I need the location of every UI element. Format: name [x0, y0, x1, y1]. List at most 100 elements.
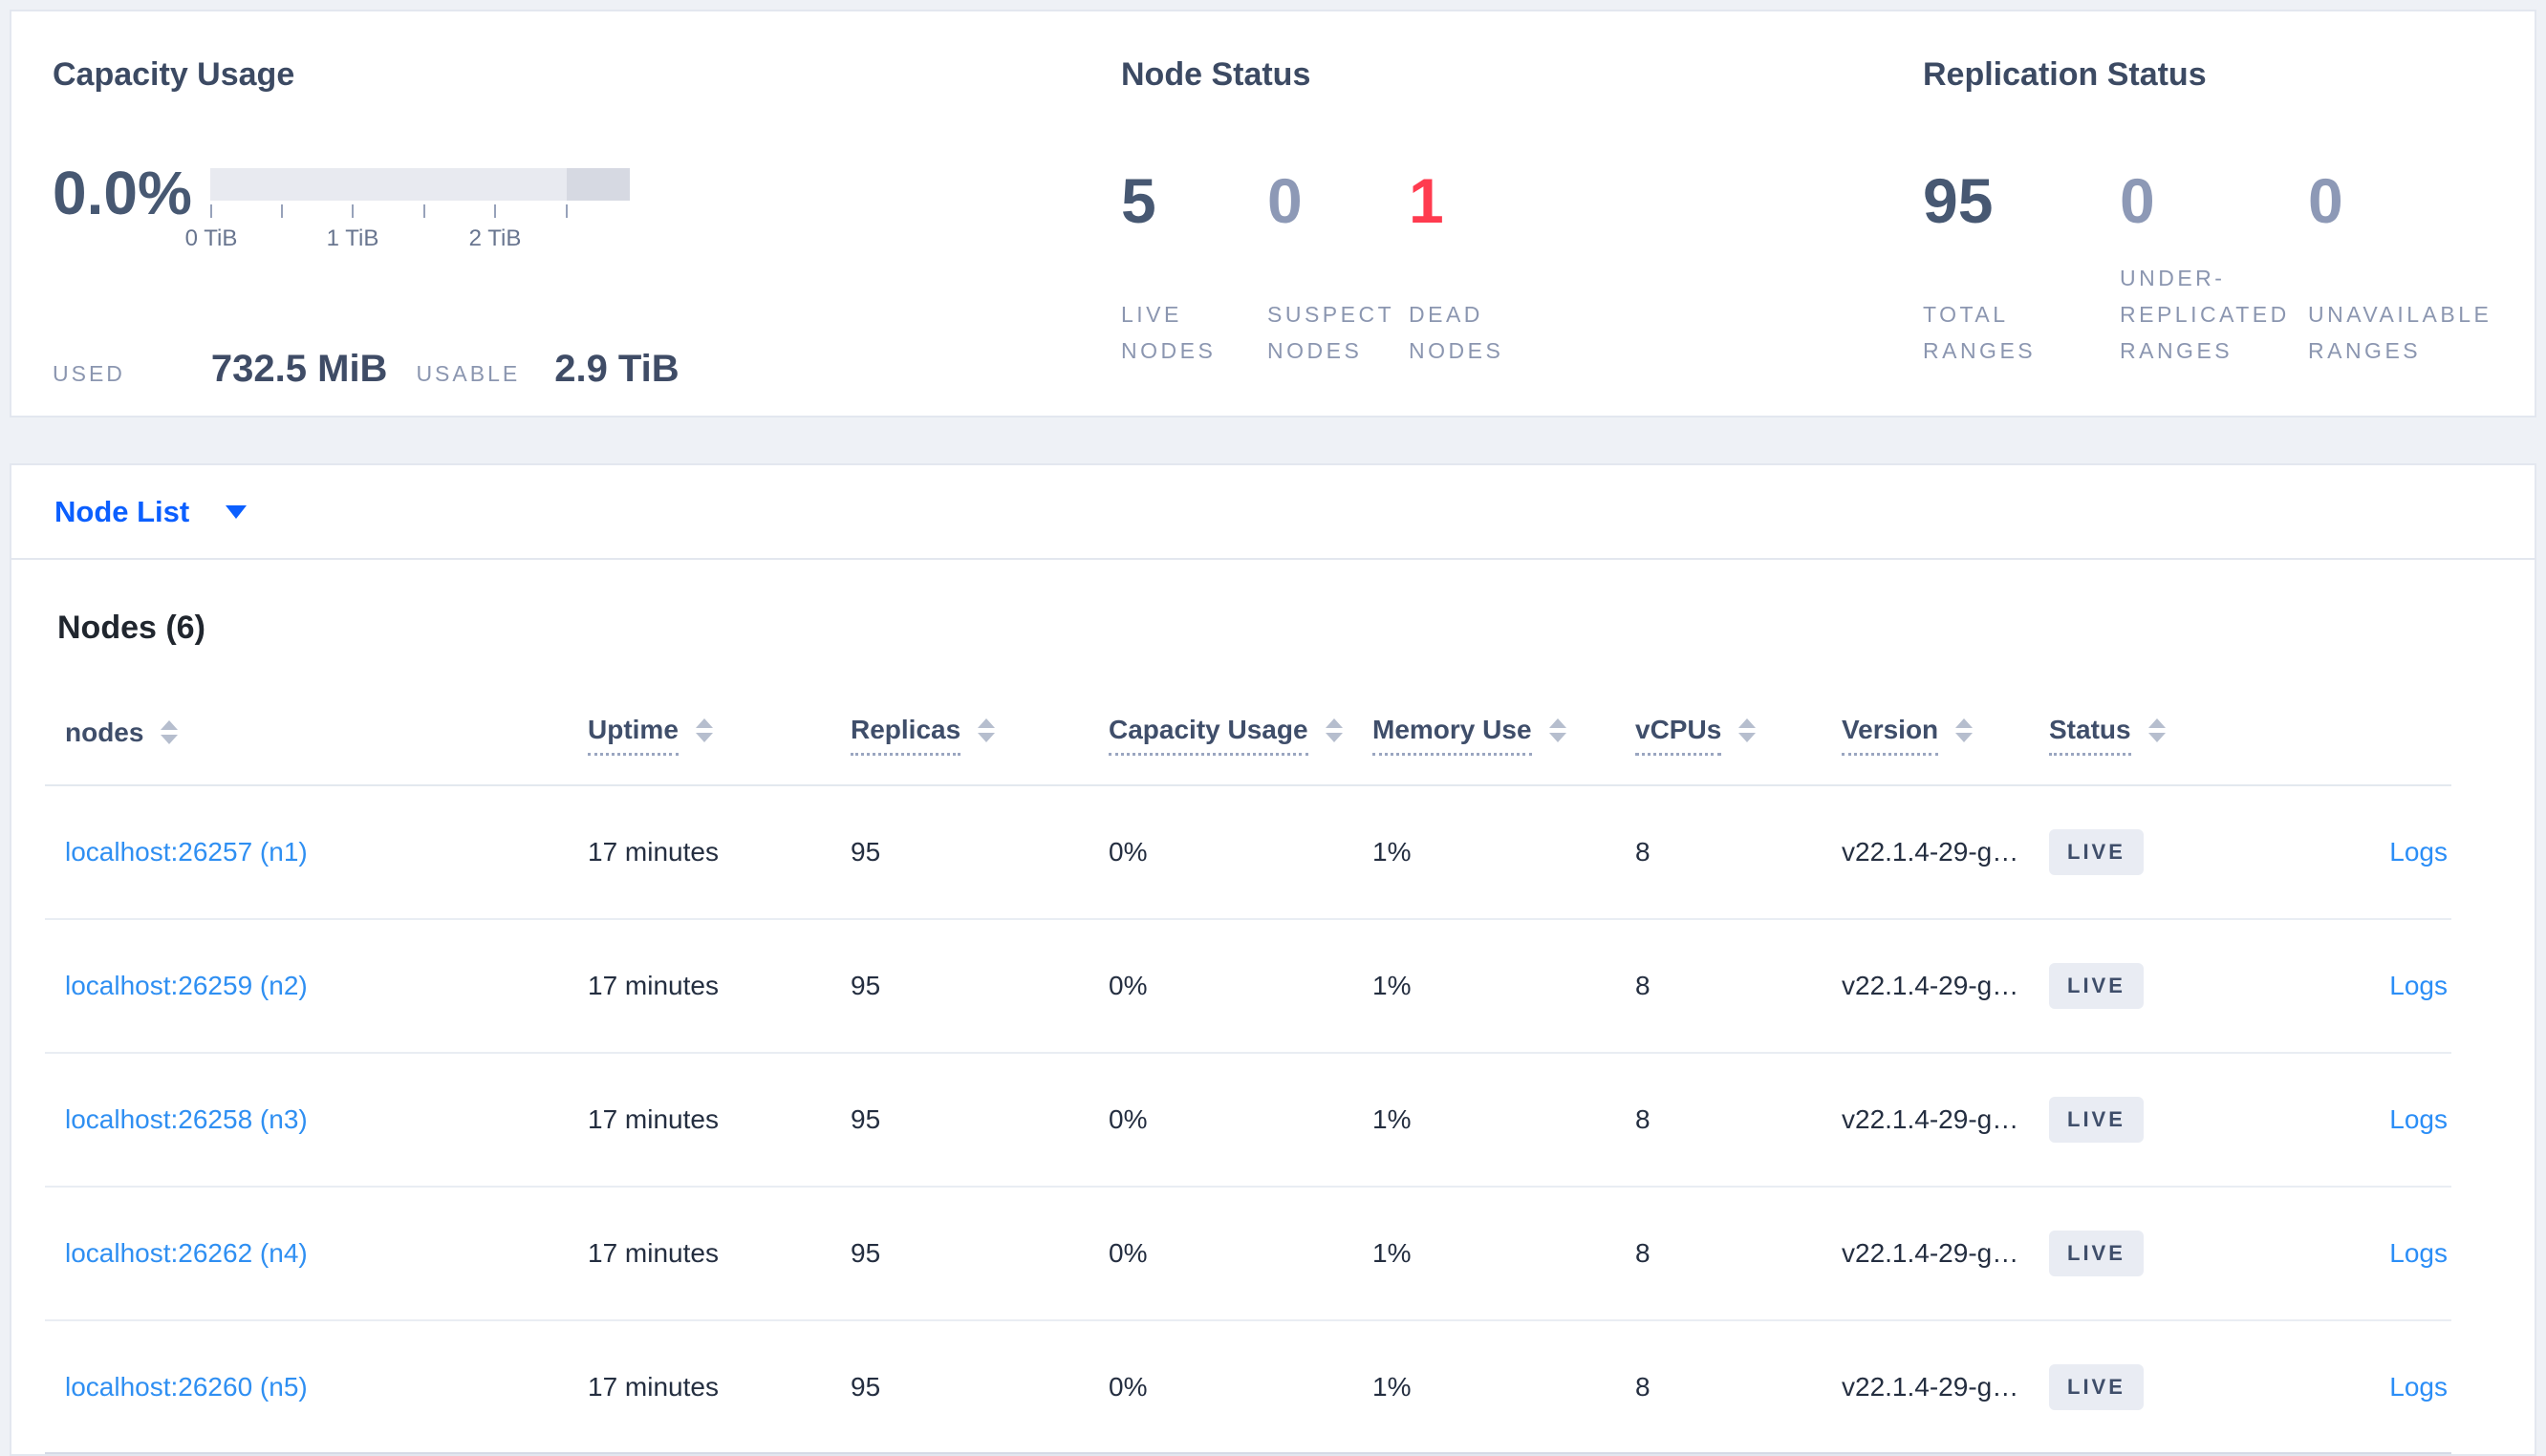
usable-value: 2.9 TiB [554, 348, 680, 390]
column-header-label: Version [1842, 715, 1939, 756]
suspect-nodes-value: 0 [1267, 165, 1303, 236]
node-status-title: Node Status [1121, 56, 1311, 93]
used-value: 732.5 MiB [210, 348, 388, 390]
memory-use-cell: 1% [1372, 1104, 1412, 1134]
sort-icon [1325, 718, 1343, 742]
status-badge: LIVE [2049, 1097, 2144, 1143]
node-address-link[interactable]: localhost:26262 (n4) [65, 1238, 308, 1268]
column-header-uptime[interactable]: Uptime [588, 715, 851, 756]
uptime-cell: 17 minutes [588, 837, 719, 867]
table-row: localhost:26257 (n1) 17 minutes 95 0% 1%… [45, 786, 2451, 920]
column-header-vcpus[interactable]: vCPUs [1635, 715, 1842, 756]
vcpus-cell: 8 [1635, 837, 1651, 867]
column-header-label: Status [2049, 715, 2131, 756]
capacity-usage-section: Capacity Usage 0.0% [11, 11, 1080, 416]
table-row: localhost:26259 (n2) 17 minutes 95 0% 1%… [45, 920, 2451, 1054]
capacity-axis-ticks [210, 203, 630, 220]
vcpus-cell: 8 [1635, 971, 1651, 1000]
memory-use-cell: 1% [1372, 1238, 1412, 1268]
version-cell: v22.1.4-29-g… [1842, 971, 2019, 1000]
sort-icon [1738, 718, 1757, 742]
capacity-bar [210, 168, 630, 201]
chevron-down-icon [226, 504, 248, 519]
replication-stats: 95 TOTAL RANGES 0 UNDER- REPLICATED RANG… [1923, 168, 2535, 369]
capacity-usage-cell: 0% [1109, 1104, 1148, 1134]
nodes-table-header: nodes Uptime Replicas Capacity Usage Mem… [45, 648, 2451, 786]
logs-link[interactable]: Logs [2389, 837, 2448, 867]
version-cell: v22.1.4-29-g… [1842, 837, 2019, 867]
column-header-status[interactable]: Status [2049, 715, 2275, 756]
status-badge: LIVE [2049, 829, 2144, 875]
total-ranges-label: TOTAL RANGES [1923, 302, 2037, 363]
logs-link[interactable]: Logs [2389, 1371, 2448, 1402]
table-row: localhost:26260 (n5) 17 minutes 95 0% 1%… [45, 1321, 2451, 1454]
dead-nodes-label: DEAD NODES [1409, 302, 1504, 363]
replicas-cell: 95 [851, 1238, 881, 1268]
uptime-cell: 17 minutes [588, 1238, 719, 1268]
node-address-link[interactable]: localhost:26257 (n1) [65, 837, 308, 867]
dead-nodes-value: 1 [1409, 165, 1444, 236]
replicas-cell: 95 [851, 1371, 881, 1402]
capacity-bar-nonusable-segment [567, 168, 630, 201]
under-replicated-ranges-stat: 0 UNDER- REPLICATED RANGES [2120, 168, 2308, 369]
memory-use-cell: 1% [1372, 1371, 1412, 1402]
column-header-label: Capacity Usage [1109, 715, 1308, 756]
capacity-usage-cell: 0% [1109, 837, 1148, 867]
vcpus-cell: 8 [1635, 1104, 1651, 1134]
usable-label: USABLE [416, 361, 521, 386]
column-header-version[interactable]: Version [1842, 715, 2049, 756]
capacity-axis-labels: 0 TiB 1 TiB 2 TiB [185, 225, 630, 254]
version-cell: v22.1.4-29-g… [1842, 1371, 2019, 1402]
axis-tick [566, 204, 568, 218]
live-nodes-stat: 5 LIVE NODES [1121, 168, 1267, 369]
column-header-label: Replicas [851, 715, 961, 756]
node-status-section: Node Status 5 LIVE NODES 0 SUSPECT NODES… [1080, 11, 1882, 416]
nodes-table-body: localhost:26257 (n1) 17 minutes 95 0% 1%… [45, 786, 2451, 1454]
sort-icon [695, 718, 713, 742]
column-header-label: Memory Use [1372, 715, 1532, 756]
nodes-heading: Nodes (6) [57, 610, 205, 646]
under-replicated-ranges-value: 0 [2120, 165, 2155, 236]
axis-tick [352, 204, 354, 218]
logs-link[interactable]: Logs [2389, 1238, 2448, 1268]
unavailable-ranges-label: UNAVAILABLE RANGES [2308, 302, 2492, 363]
uptime-cell: 17 minutes [588, 1104, 719, 1134]
axis-tick [494, 204, 496, 218]
nodes-panel: Nodes (6) nodes Uptime Replicas Capacity… [10, 558, 2536, 1456]
node-address-link[interactable]: localhost:26258 (n3) [65, 1104, 308, 1134]
status-badge: LIVE [2049, 1363, 2144, 1410]
column-header-capacity-usage[interactable]: Capacity Usage [1109, 715, 1372, 756]
sort-icon [161, 719, 179, 744]
capacity-usage-cell: 0% [1109, 971, 1148, 1000]
dead-nodes-stat: 1 DEAD NODES [1409, 168, 1503, 369]
axis-label-2: 2 TiB [468, 225, 522, 251]
live-nodes-label: LIVE NODES [1121, 302, 1217, 363]
sort-icon [1955, 718, 1974, 742]
memory-use-cell: 1% [1372, 837, 1412, 867]
column-header-label: Uptime [588, 715, 679, 756]
column-header-label: nodes [65, 717, 144, 747]
cluster-summary-panel: Capacity Usage 0.0% [10, 10, 2536, 418]
logs-link[interactable]: Logs [2389, 971, 2448, 1000]
node-list-dropdown[interactable]: Node List [10, 463, 2536, 558]
capacity-bar-chart: 0 TiB 1 TiB 2 TiB [185, 168, 630, 254]
column-header-nodes[interactable]: nodes [45, 717, 588, 756]
table-row: localhost:26262 (n4) 17 minutes 95 0% 1%… [45, 1188, 2451, 1321]
column-header-replicas[interactable]: Replicas [851, 715, 1109, 756]
node-address-link[interactable]: localhost:26260 (n5) [65, 1371, 308, 1402]
table-row: localhost:26258 (n3) 17 minutes 95 0% 1%… [45, 1054, 2451, 1188]
suspect-nodes-stat: 0 SUSPECT NODES [1267, 168, 1409, 369]
sort-icon [2147, 718, 2166, 742]
suspect-nodes-label: SUSPECT NODES [1267, 302, 1395, 363]
logs-link[interactable]: Logs [2389, 1104, 2448, 1134]
uptime-cell: 17 minutes [588, 971, 719, 1000]
node-address-link[interactable]: localhost:26259 (n2) [65, 971, 308, 1000]
version-cell: v22.1.4-29-g… [1842, 1104, 2019, 1134]
uptime-cell: 17 minutes [588, 1371, 719, 1402]
column-header-memory-use[interactable]: Memory Use [1372, 715, 1635, 756]
axis-label-0: 0 TiB [184, 225, 238, 251]
total-ranges-value: 95 [1923, 165, 1994, 236]
vcpus-cell: 8 [1635, 1371, 1651, 1402]
replication-status-title: Replication Status [1923, 56, 2207, 93]
axis-tick [281, 204, 283, 218]
